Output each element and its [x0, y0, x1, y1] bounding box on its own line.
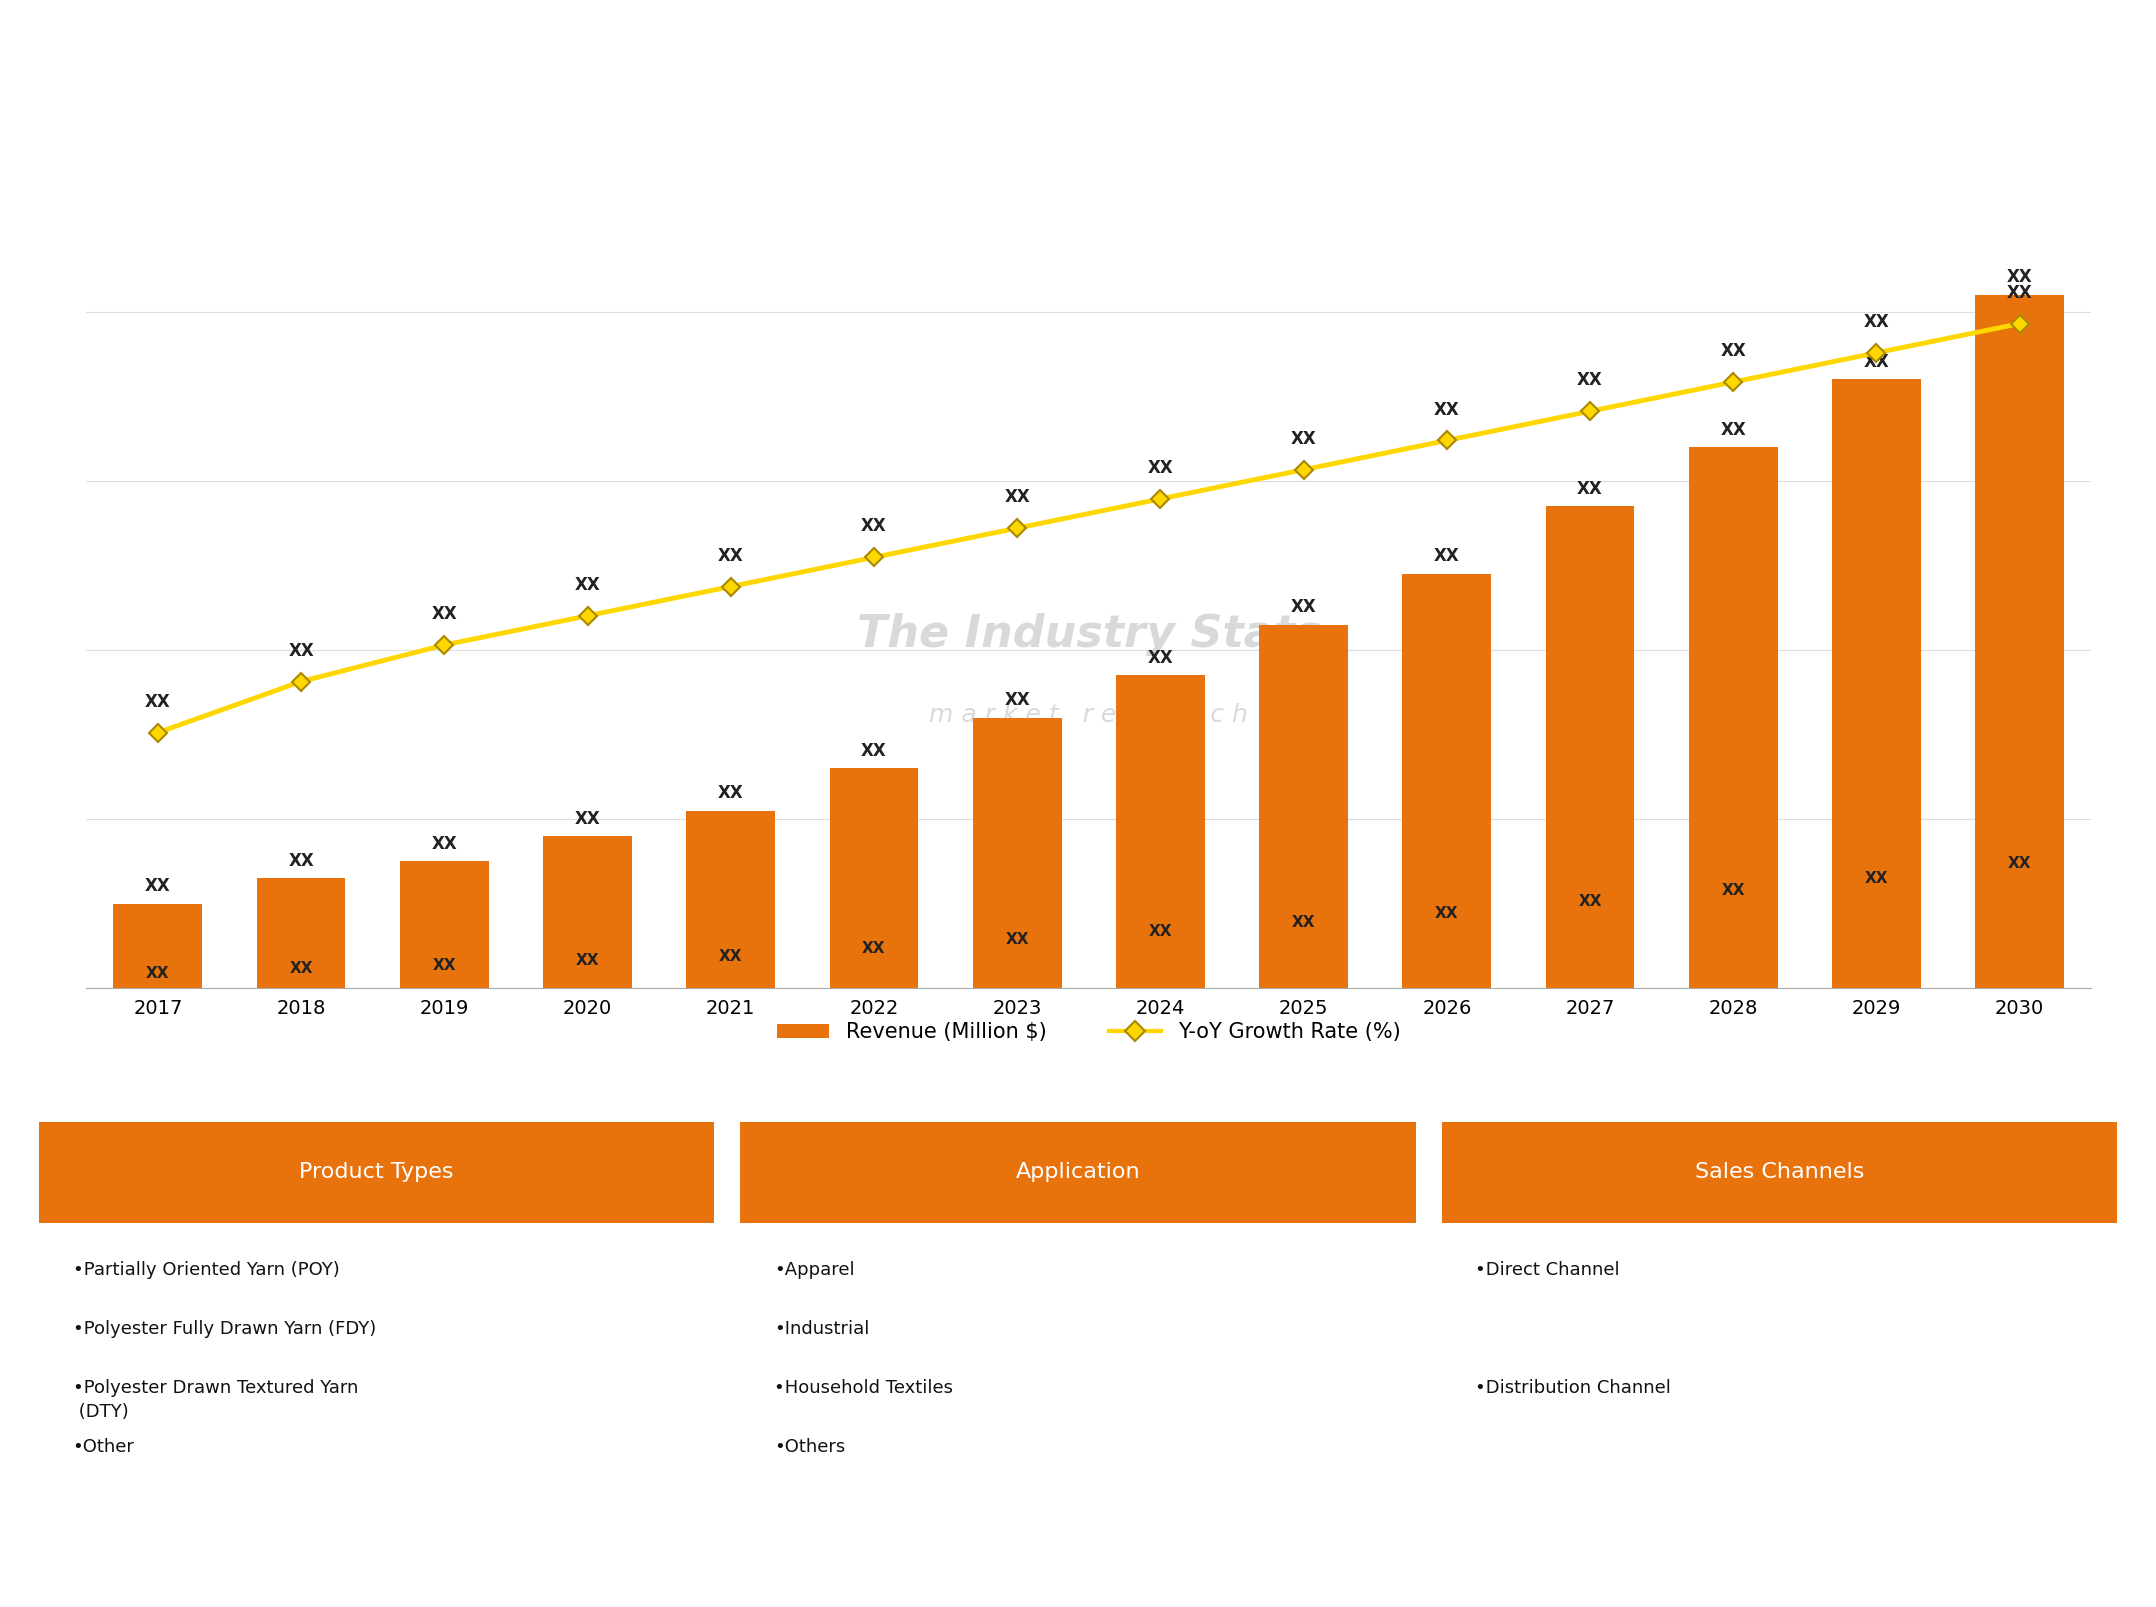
Text: XX: XX [1291, 429, 1317, 448]
Text: XX: XX [1434, 548, 1460, 566]
Text: XX: XX [576, 953, 599, 969]
Text: •Others: •Others [774, 1438, 845, 1456]
Text: XX: XX [289, 641, 315, 659]
Text: XX: XX [1436, 906, 1460, 921]
Text: •Apparel: •Apparel [774, 1261, 854, 1279]
Text: XX: XX [860, 742, 886, 760]
Text: Fig. Global Polyester Filament Yarn Market Status and Outlook: Fig. Global Polyester Filament Yarn Mark… [26, 114, 1106, 143]
Text: •Polyester Fully Drawn Yarn (FDY): •Polyester Fully Drawn Yarn (FDY) [73, 1319, 375, 1339]
Bar [1975, 294, 2063, 988]
Text: Sales Channels: Sales Channels [1695, 1162, 1865, 1183]
Text: XX: XX [2007, 268, 2033, 286]
Text: XX: XX [431, 606, 457, 624]
Text: XX: XX [862, 942, 886, 956]
Text: XX: XX [1863, 354, 1889, 371]
Text: XX: XX [431, 836, 457, 853]
Text: XX: XX [289, 961, 313, 975]
Text: XX: XX [147, 966, 170, 980]
Bar [1442, 1122, 2117, 1223]
Text: XX: XX [576, 575, 599, 595]
Text: XX: XX [718, 546, 744, 564]
Text: XX: XX [1291, 916, 1315, 930]
Text: •Distribution Channel: •Distribution Channel [1475, 1379, 1671, 1396]
Text: XX: XX [1720, 342, 1746, 360]
Bar [1833, 379, 1921, 988]
Text: m a r k e t   r e s e a r c h: m a r k e t r e s e a r c h [929, 704, 1248, 726]
Text: XX: XX [2007, 857, 2031, 871]
Text: XX: XX [1578, 371, 1602, 389]
Text: XX: XX [144, 877, 170, 895]
Text: Website: www.theindustrystats.com: Website: www.theindustrystats.com [1761, 1557, 2130, 1576]
Legend: Revenue (Million $), Y-oY Growth Rate (%): Revenue (Million $), Y-oY Growth Rate (%… [770, 1014, 1408, 1051]
Text: XX: XX [1865, 871, 1889, 885]
Text: XX: XX [1005, 489, 1031, 506]
Bar [543, 836, 632, 988]
Bar [686, 810, 776, 988]
Text: Product Types: Product Types [300, 1162, 453, 1183]
Text: XX: XX [1578, 893, 1602, 910]
Text: •Industrial: •Industrial [774, 1319, 869, 1339]
Text: •Other: •Other [73, 1438, 134, 1456]
Text: XX: XX [433, 958, 457, 972]
Text: XX: XX [1863, 313, 1889, 331]
Text: XX: XX [1720, 884, 1744, 898]
Bar [257, 879, 345, 988]
Text: XX: XX [1147, 460, 1173, 477]
Text: •Polyester Drawn Textured Yarn
 (DTY): •Polyester Drawn Textured Yarn (DTY) [73, 1379, 358, 1421]
Text: •Household Textiles: •Household Textiles [774, 1379, 953, 1396]
Bar [972, 718, 1061, 988]
Bar [1688, 447, 1779, 988]
Bar [740, 1122, 1416, 1223]
Text: XX: XX [718, 948, 742, 964]
Text: XX: XX [576, 810, 599, 828]
Text: Source: Theindustrystats Analysis: Source: Theindustrystats Analysis [26, 1557, 371, 1576]
Text: XX: XX [144, 693, 170, 710]
Text: XX: XX [1005, 932, 1028, 947]
Text: Email: sales@theindustrystats.com: Email: sales@theindustrystats.com [901, 1557, 1255, 1576]
Text: XX: XX [289, 852, 315, 869]
Text: Application: Application [1015, 1162, 1141, 1183]
Text: XX: XX [2007, 284, 2033, 302]
Text: XX: XX [1005, 691, 1031, 709]
Bar [399, 861, 489, 988]
Text: The Industry Stats: The Industry Stats [856, 614, 1322, 656]
Text: XX: XX [860, 517, 886, 535]
Bar [1259, 625, 1348, 988]
Bar [1401, 574, 1492, 988]
Bar [830, 768, 918, 988]
Text: XX: XX [1291, 598, 1317, 615]
Text: •Partially Oriented Yarn (POY): •Partially Oriented Yarn (POY) [73, 1261, 338, 1279]
Text: XX: XX [1578, 480, 1602, 498]
Text: XX: XX [1434, 400, 1460, 418]
Text: XX: XX [718, 784, 744, 802]
Text: XX: XX [1147, 649, 1173, 667]
Text: XX: XX [1720, 421, 1746, 439]
Bar [114, 903, 203, 988]
Text: XX: XX [1149, 924, 1173, 940]
Bar [1546, 506, 1634, 988]
Text: •Direct Channel: •Direct Channel [1475, 1261, 1619, 1279]
Bar [1117, 675, 1205, 988]
Bar [39, 1122, 714, 1223]
